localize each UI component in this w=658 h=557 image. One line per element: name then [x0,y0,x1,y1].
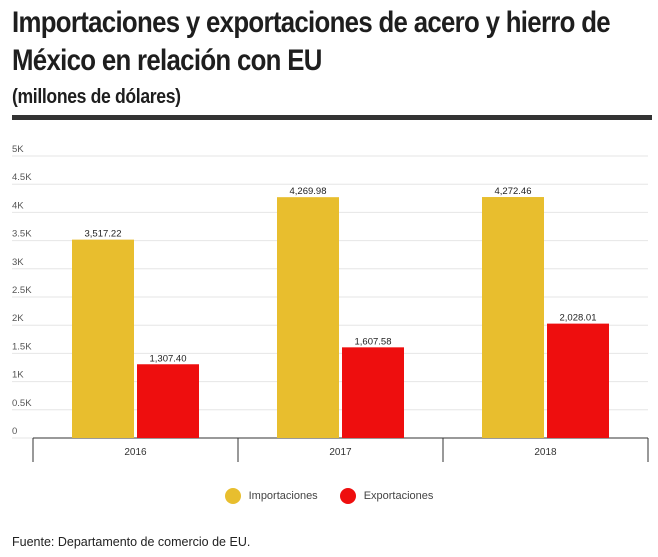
y-tick-label: 2.5K [12,285,32,296]
bar-importaciones-2018 [482,197,544,438]
chart-title: Importaciones y exportaciones de acero y… [12,6,611,77]
x-tick-label: 2016 [124,447,147,458]
legend: Importaciones Exportaciones [0,488,658,504]
legend-item-importaciones[interactable]: Importaciones [224,488,318,504]
data-label: 3,517.22 [85,229,122,240]
y-tick-label: 4K [12,200,24,211]
legend-swatch-exportaciones [339,488,356,504]
x-tick-label: 2017 [329,447,352,458]
legend-swatch-importaciones [224,488,241,504]
source-note: Fuente: Departamento de comercio de EU. [12,535,251,549]
y-tick-label: 0.5K [12,398,32,409]
bar-importaciones-2016 [72,239,134,438]
chart-subtitle: (millones de dólares) [12,86,181,108]
x-tick-label: 2018 [534,447,557,458]
data-label: 4,272.46 [495,186,532,197]
bar-chart: 0 0.5K 1K 1.5K 2K 2.5K 3K 3.5K 4K 4.5K 5K 3,517.22 1… [12,144,649,462]
legend-label-exportaciones: Exportaciones [363,490,434,502]
y-tick-label: 3K [12,257,24,268]
y-tick-label: 1.5K [12,341,32,352]
y-tick-label: 4.5K [12,172,32,183]
y-tick-label: 5K [12,144,24,155]
bar-exportaciones-2018 [547,323,609,438]
y-tick-label: 1K [12,370,24,381]
legend-item-exportaciones[interactable]: Exportaciones [339,488,434,504]
data-label: 1,307.40 [150,353,187,364]
data-label: 2,028.01 [560,313,597,324]
y-tick-label: 2K [12,313,24,324]
data-label: 1,607.58 [355,336,392,347]
y-tick-label: 3.5K [12,229,32,240]
bar-importaciones-2017 [277,197,339,438]
bar-exportaciones-2017 [342,347,404,438]
chart-title-wrap: Importaciones y exportaciones de acero y… [12,4,658,80]
data-label: 4,269.98 [290,186,327,197]
bar-exportaciones-2016 [137,364,199,438]
legend-label-importaciones: Importaciones [248,490,318,502]
y-tick-label: 0 [12,426,17,437]
title-divider [12,115,652,120]
